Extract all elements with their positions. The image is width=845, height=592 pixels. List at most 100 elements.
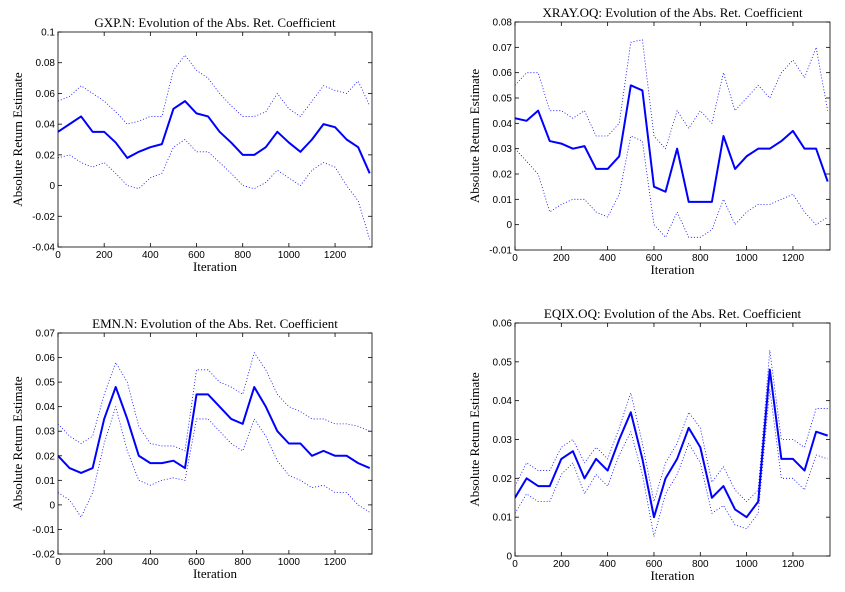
x-tick-label: 200 — [553, 253, 570, 264]
x-tick-label: 800 — [692, 559, 709, 570]
x-tick-label: 400 — [142, 557, 159, 568]
x-tick-label: 1000 — [278, 250, 301, 261]
x-tick-label: 800 — [692, 253, 709, 264]
y-axis-label: Absolute Return Estimate — [467, 69, 482, 204]
y-tick-label: -0.04 — [32, 243, 55, 254]
x-tick-label: 200 — [96, 557, 113, 568]
y-tick-label: 0.04 — [493, 119, 513, 130]
y-tick-label: 0 — [506, 220, 512, 231]
series-line — [58, 352, 370, 452]
x-tick-label: 0 — [512, 559, 518, 570]
series-line — [58, 386, 371, 474]
chart-title: EQIX.OQ: Evolution of the Abs. Ret. Coef… — [544, 306, 802, 321]
series-line — [515, 368, 828, 519]
y-tick-label: 0.01 — [493, 195, 513, 206]
y-tick-label: 0.06 — [36, 353, 56, 364]
y-axis-label: Absolute Return Estimate — [467, 372, 482, 507]
y-tick-label: 0.06 — [36, 89, 56, 100]
x-axis-label: Iteration — [650, 568, 695, 583]
x-tick-label: 1000 — [735, 253, 758, 264]
plot-area — [58, 352, 371, 518]
y-tick-label: 0.08 — [36, 58, 56, 69]
x-tick-label: 800 — [234, 250, 251, 261]
y-tick-label: 0.03 — [493, 435, 513, 446]
x-tick-label: 400 — [142, 250, 159, 261]
x-tick-label: 600 — [646, 253, 663, 264]
y-tick-label: 0.06 — [493, 68, 513, 79]
y-axis-label: Absolute Return Estimate — [10, 376, 25, 511]
axes-box — [57, 332, 373, 555]
y-tick-label: 0.04 — [36, 402, 56, 413]
x-axis-label: Iteration — [650, 262, 695, 277]
y-tick-label: 0.02 — [36, 451, 56, 462]
subplot: 0 200 400 600 800 1000 1200 0 0.01 0.02 0.03 0.04 0.… — [467, 306, 831, 583]
chart-title: GXP.N: Evolution of the Abs. Ret. Coeffi… — [94, 15, 336, 30]
y-tick-label: 0.05 — [493, 357, 513, 368]
series-line — [58, 139, 371, 240]
x-axis-label: Iteration — [193, 566, 238, 581]
x-tick-label: 400 — [599, 559, 616, 570]
chart-title: EMN.N: Evolution of the Abs. Ret. Coeffi… — [92, 316, 338, 331]
y-tick-label: 0.01 — [36, 476, 56, 487]
y-tick-label: 0.07 — [493, 43, 513, 54]
plot-area — [515, 39, 829, 238]
plot-area — [515, 349, 828, 537]
y-tick-label: -0.02 — [32, 550, 55, 561]
axes-box — [514, 21, 831, 251]
x-axis-label: Iteration — [193, 259, 238, 274]
series-line — [515, 135, 828, 238]
x-tick-label: 600 — [188, 557, 205, 568]
x-tick-label: 600 — [646, 559, 663, 570]
series-line — [515, 84, 829, 203]
y-tick-label: 0.03 — [493, 144, 513, 155]
y-axis-label: Absolute Return Estimate — [10, 72, 25, 207]
y-tick-label: 0.06 — [493, 319, 513, 330]
y-tick-label: 0 — [49, 500, 55, 511]
x-tick-label: 600 — [188, 250, 205, 261]
y-tick-label: 0 — [506, 552, 512, 563]
x-tick-label: 0 — [55, 250, 61, 261]
x-tick-label: 1200 — [782, 253, 805, 264]
y-tick-label: 0.01 — [493, 513, 513, 524]
x-tick-label: 400 — [599, 253, 616, 264]
y-tick-label: 0.05 — [36, 378, 56, 389]
x-tick-label: 200 — [96, 250, 113, 261]
y-tick-label: 0 — [49, 181, 55, 192]
y-tick-label: -0.01 — [32, 525, 55, 536]
y-tick-label: 0.02 — [493, 474, 513, 485]
y-tick-label: 0.04 — [36, 120, 56, 131]
x-tick-label: 800 — [234, 557, 251, 568]
x-tick-label: 0 — [55, 557, 61, 568]
x-tick-label: 1000 — [735, 559, 758, 570]
subplot: 0 200 400 600 800 1000 1200-0.0100.010.020.030… — [467, 5, 831, 277]
series-line — [515, 349, 828, 503]
x-tick-label: 1200 — [324, 557, 347, 568]
x-tick-label: 200 — [553, 559, 570, 570]
subplot: 0 200 400 600 800 1000 1200 -0.04 -0.02 0 0.02 0.04… — [10, 15, 373, 274]
x-tick-label: 1000 — [278, 557, 301, 568]
y-tick-label: 0.04 — [493, 396, 513, 407]
x-tick-label: 1200 — [324, 250, 347, 261]
series-line — [515, 39, 829, 150]
series-line — [58, 100, 371, 174]
x-tick-label: 0 — [512, 253, 518, 264]
axes-box — [57, 31, 373, 248]
y-tick-label: -0.01 — [489, 246, 512, 257]
y-tick-label: 0.03 — [36, 427, 56, 438]
chart-title: XRAY.OQ: Evolution of the Abs. Ret. Coef… — [542, 5, 803, 20]
axes-box — [514, 322, 831, 557]
subplot: 0 200 400 600 800 1000 1200 -0.02 -0.01 0 0.01 0.02… — [10, 316, 373, 581]
y-tick-label: 0.07 — [36, 329, 56, 340]
series-line — [58, 406, 370, 518]
y-tick-label: 0.02 — [36, 150, 56, 161]
y-tick-label: 0.05 — [493, 94, 513, 105]
y-tick-label: 0.02 — [493, 170, 513, 181]
plot-area — [58, 54, 371, 240]
y-tick-label: 0.08 — [493, 18, 513, 29]
y-tick-label: -0.02 — [32, 212, 55, 223]
series-line — [58, 54, 371, 125]
y-tick-label: 0.1 — [41, 28, 55, 39]
x-tick-label: 1200 — [782, 559, 805, 570]
series-line — [515, 388, 828, 537]
